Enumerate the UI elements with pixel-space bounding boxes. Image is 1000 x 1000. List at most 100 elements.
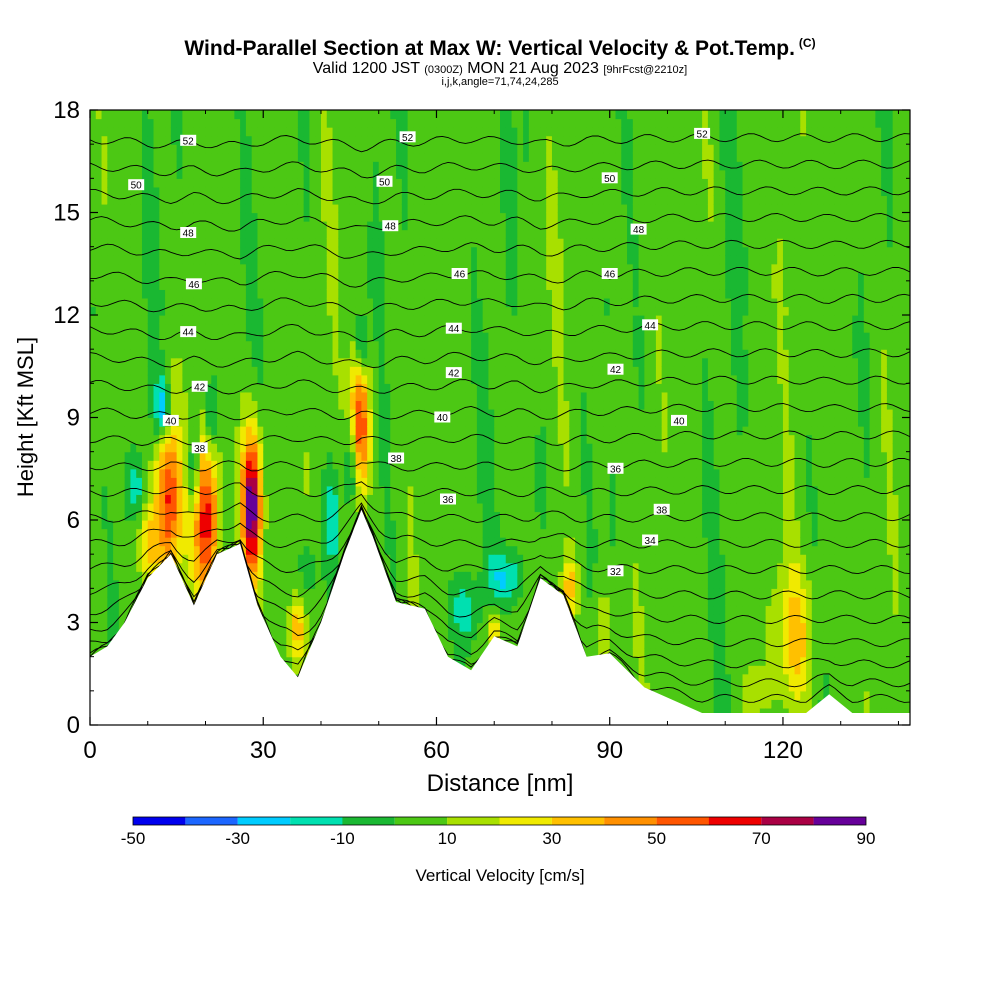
velocity-cell: [107, 255, 114, 265]
velocity-cell: [453, 169, 461, 179]
velocity-cell: [280, 579, 287, 589]
velocity-cell: [136, 400, 143, 410]
velocity-cell: [147, 460, 155, 470]
velocity-cell: [315, 588, 322, 598]
velocity-cell: [165, 502, 172, 513]
velocity-cell: [378, 212, 386, 222]
velocity-cell: [332, 297, 339, 308]
velocity-cell: [338, 135, 345, 145]
velocity-cell: [309, 255, 316, 265]
velocity-cell: [453, 588, 461, 598]
velocity-cell: [124, 485, 132, 495]
velocity-cell: [396, 221, 403, 231]
velocity-cell: [292, 110, 299, 120]
velocity-cell: [165, 383, 172, 393]
velocity-cell: [424, 383, 432, 393]
velocity-cell: [188, 494, 195, 504]
velocity-cell: [344, 391, 351, 402]
velocity-cell: [442, 110, 449, 120]
velocity-cell: [465, 391, 472, 402]
velocity-cell: [459, 596, 466, 607]
velocity-cell: [188, 246, 195, 256]
velocity-cell: [234, 186, 241, 197]
velocity-cell: [228, 152, 235, 162]
velocity-cell: [372, 289, 380, 299]
velocity-cell: [170, 212, 178, 222]
velocity-cell: [90, 332, 97, 342]
velocity-cell: [436, 229, 443, 239]
velocity-cell: [303, 613, 311, 624]
velocity-cell: [453, 426, 461, 436]
velocity-cell: [240, 460, 247, 470]
velocity-cell: [251, 400, 259, 410]
velocity-cell: [280, 229, 287, 239]
velocity-cell: [182, 460, 189, 470]
velocity-cell: [476, 366, 484, 376]
velocity-cell: [367, 272, 374, 282]
velocity-cell: [153, 426, 160, 436]
velocity-cell: [269, 605, 276, 615]
velocity-cell: [101, 468, 108, 478]
velocity-cell: [90, 460, 97, 470]
velocity-cell: [384, 443, 391, 453]
velocity-cell: [372, 169, 380, 179]
velocity-cell: [407, 229, 414, 239]
velocity-cell: [170, 545, 178, 555]
velocity-cell: [228, 186, 235, 197]
velocity-cell: [424, 494, 432, 504]
velocity-cell: [170, 152, 178, 162]
velocity-cell: [448, 127, 455, 137]
velocity-cell: [401, 263, 409, 273]
velocity-cell: [136, 315, 143, 325]
velocity-cell: [153, 263, 160, 273]
velocity-cell: [263, 451, 270, 461]
velocity-cell: [147, 161, 155, 171]
velocity-cell: [130, 434, 137, 444]
velocity-cell: [372, 246, 380, 256]
velocity-cell: [188, 144, 195, 154]
velocity-cell: [476, 417, 484, 427]
velocity-cell: [205, 417, 212, 427]
velocity-cell: [453, 144, 461, 154]
velocity-cell: [245, 562, 253, 572]
velocity-cell: [297, 135, 305, 145]
velocity-cell: [448, 554, 455, 564]
velocity-cell: [182, 426, 189, 436]
velocity-cell: [234, 229, 241, 239]
velocity-cell: [430, 195, 438, 205]
velocity-cell: [90, 485, 97, 495]
velocity-cell: [159, 280, 166, 290]
velocity-cell: [124, 545, 132, 555]
velocity-cell: [113, 485, 120, 495]
velocity-cell: [280, 613, 287, 624]
velocity-cell: [240, 340, 247, 350]
velocity-cell: [269, 144, 276, 154]
velocity-cell: [147, 169, 155, 179]
velocity-cell: [332, 110, 339, 120]
velocity-cell: [228, 357, 235, 367]
velocity-cell: [413, 545, 420, 555]
velocity-cell: [188, 460, 195, 470]
velocity-cell: [338, 289, 345, 299]
velocity-cell: [286, 494, 293, 504]
velocity-cell: [251, 315, 259, 325]
velocity-cell: [459, 545, 466, 555]
velocity-cell: [442, 631, 449, 641]
velocity-cell: [361, 144, 368, 154]
velocity-cell: [269, 622, 276, 632]
velocity-cell: [320, 323, 328, 333]
velocity-cell: [465, 246, 472, 256]
velocity-cell: [101, 434, 108, 444]
velocity-cell: [378, 289, 386, 299]
velocity-cell: [419, 417, 426, 427]
velocity-cell: [101, 161, 108, 171]
velocity-cell: [205, 366, 212, 376]
velocity-cell: [338, 357, 345, 367]
velocity-cell: [396, 468, 403, 478]
velocity-cell: [407, 596, 414, 607]
velocity-cell: [424, 161, 432, 171]
velocity-cell: [459, 443, 466, 453]
velocity-cell: [211, 280, 218, 290]
velocity-cell: [471, 229, 478, 239]
velocity-cell: [234, 511, 241, 521]
